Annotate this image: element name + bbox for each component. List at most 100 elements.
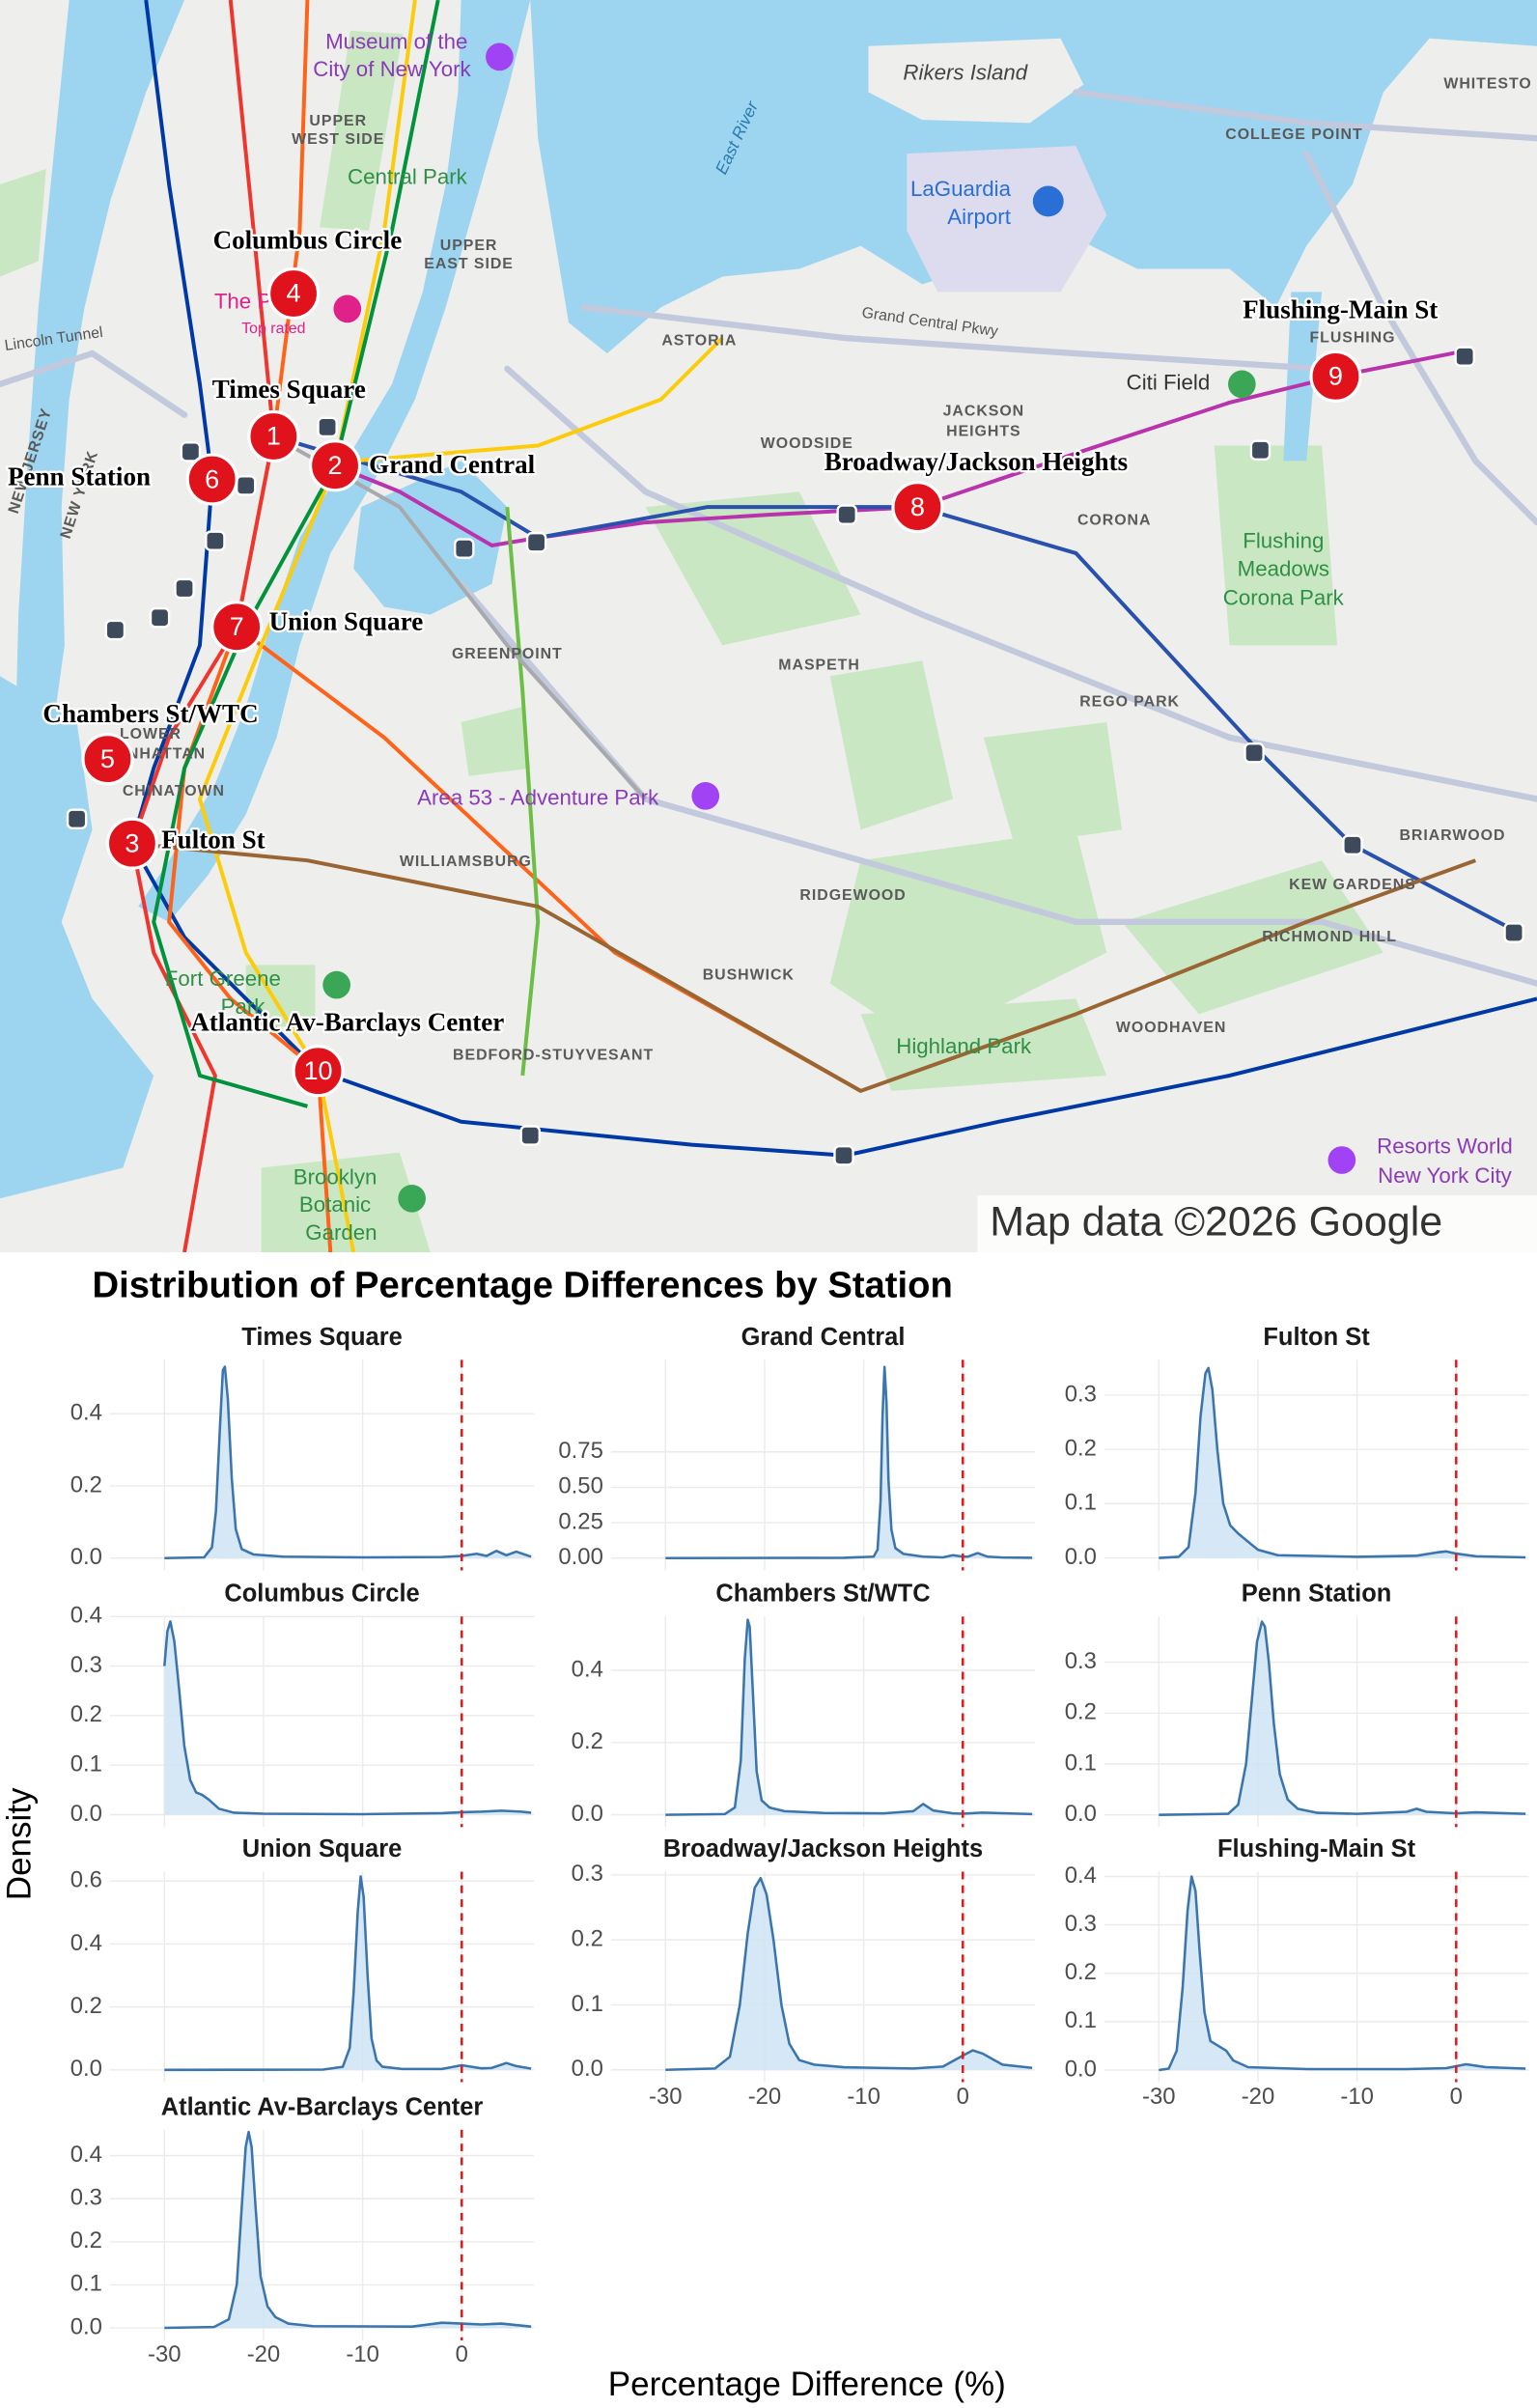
y-tick-label: 0.1 [70,1750,102,1777]
subway-icon [519,1125,541,1146]
place-label: FLUSHING [1309,329,1395,346]
density-line [1159,1366,1526,1559]
place-label: RICHMOND HILL [1262,929,1397,945]
subway-icons [66,346,1524,1166]
y-tick-label: 0.2 [1065,1435,1097,1461]
y-tick-label: 0.3 [1065,1648,1097,1674]
subway-icon [149,607,171,629]
subway-icon [317,416,338,438]
place-label: Resorts World [1377,1134,1513,1159]
place-label: The P [214,289,271,313]
y-tick-label: 0.00 [558,1544,602,1570]
y-tick-label: 0.1 [1065,2007,1097,2033]
x-tick-label: -20 [748,2084,781,2110]
panel-title: Atlantic Av-Barclays Center [161,2093,484,2120]
y-tick-label: 0.50 [558,1473,602,1499]
density-line [164,2130,532,2330]
y-tick-label: 0.4 [1065,1862,1097,1889]
station-number: 5 [100,744,115,773]
station-label: Chambers St/WTC [42,699,258,728]
y-tick-label: 0.2 [70,1993,102,2019]
subway-icon [836,504,857,525]
place-label: WOODHAVEN [1116,1020,1226,1036]
station-marker [891,481,944,534]
place-label: Citi Field [1127,371,1211,395]
x-axis-label: Percentage Difference (%) [608,2366,1006,2403]
y-tick-label: 0.0 [1065,1544,1097,1570]
y-tick-label: 0.0 [572,2056,603,2082]
museum-icon [486,42,514,71]
place-label: Garden [305,1220,377,1245]
place-label: REGO PARK [1079,693,1180,710]
place-label: Area 53 - Adventure Park [417,785,659,809]
place-label: WEST SIDE [292,131,384,148]
density-area [1159,1367,1526,1558]
y-tick-label: 0.6 [70,1867,102,1893]
station-label: Flushing-Main St [1243,294,1438,323]
hotel-icon [333,294,362,323]
place-label: EAST SIDE [424,256,514,272]
station-label: Grand Central [369,450,536,479]
x-tick-label: 0 [1450,2084,1463,2110]
place-label: Flushing [1243,529,1324,553]
y-tick-label: 0.3 [70,2185,102,2211]
y-tick-label: 0.3 [572,1861,603,1887]
subway-icon [1342,834,1363,856]
place-label: LOWER [120,726,182,742]
place-label: Top rated [241,321,305,337]
station-marker [308,439,362,492]
station-number: 4 [287,279,301,308]
station-marker [81,733,134,786]
station-number: 8 [910,492,925,521]
station-label: Union Square [269,606,424,635]
poi-icon [691,782,720,810]
y-tick-label: 0.1 [1065,1750,1097,1776]
subway-icon [1454,346,1475,367]
place-label: Highland Park [896,1034,1032,1058]
station-number: 6 [205,464,219,493]
panel-title: Fulton St [1263,1324,1370,1351]
attribution: Map data ©2026 Google [990,1199,1442,1246]
x-tick-label: -10 [346,2341,378,2367]
density-area [1159,1621,1526,1815]
subway-icon [174,577,195,600]
x-tick-label: -30 [649,2084,682,2110]
density-area [164,2132,532,2329]
place-label: Central Park [348,164,468,188]
place-label: Botanic [299,1192,371,1217]
chart-title: Distribution of Percentage Differences b… [93,1265,953,1306]
y-tick-label: 0.3 [1065,1381,1097,1407]
subway-icon [66,808,88,829]
chart: Distribution of Percentage Differences b… [1,1265,1529,2403]
y-tick-label: 0.2 [70,2227,102,2254]
attribution-bg [977,1195,1537,1252]
airport-icon [1032,185,1064,217]
place-label: LaGuardia [910,177,1012,201]
panel-title: Grand Central [741,1324,906,1351]
y-tick-label: 0.0 [1065,2056,1097,2082]
subway-icon [104,619,126,641]
subway-lines [129,0,1537,1252]
station-label: Columbus Circle [213,226,403,255]
y-tick-label: 0.3 [1065,1911,1097,1937]
density-line [164,1365,532,1560]
subway-icon [180,441,202,462]
rikers-island [868,38,1084,124]
place-label: JACKSON [943,404,1024,420]
place-label: UPPER [309,113,367,129]
subway-icon [1503,922,1524,943]
y-tick-label: 0.4 [70,1930,102,1956]
y-tick-label: 0.4 [70,2142,102,2168]
place-label: Museum of the [325,29,467,53]
place-label: CHINATOWN [123,783,225,799]
density-area [164,1876,532,2070]
density-line [163,1620,532,1816]
panel-title: Times Square [241,1324,403,1351]
station-label: Atlantic Av-Barclays Center [190,1008,504,1037]
place-label: WOODSIDE [761,435,853,452]
density-line [665,1618,1033,1816]
x-tick-label: -10 [1340,2084,1373,2110]
y-tick-label: 0.4 [70,1603,102,1629]
station-marker [185,453,238,506]
y-tick-label: 0.4 [70,1399,102,1425]
